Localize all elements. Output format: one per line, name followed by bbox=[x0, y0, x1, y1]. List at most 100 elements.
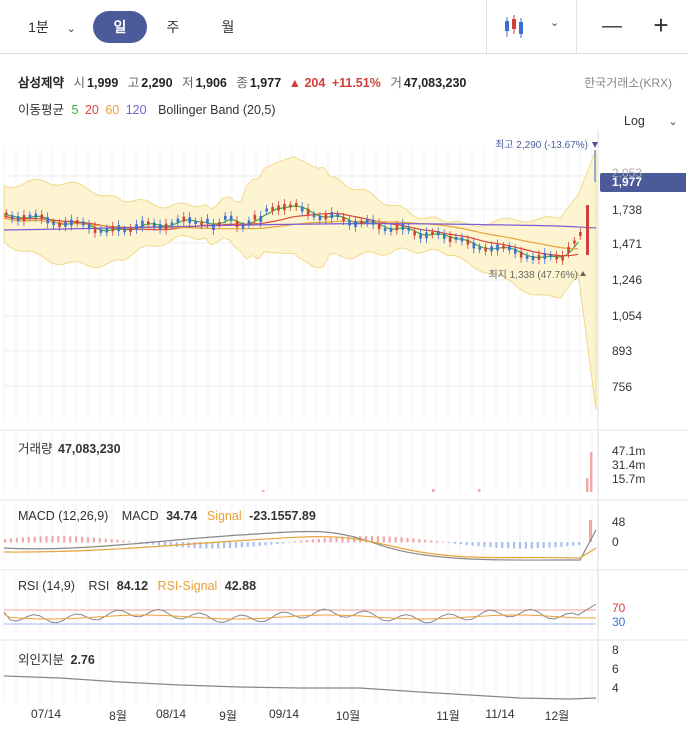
candle-body bbox=[235, 221, 239, 228]
candle-body bbox=[271, 207, 274, 211]
macd-bar bbox=[578, 542, 581, 545]
candle-body bbox=[34, 213, 38, 218]
macd-bar bbox=[394, 536, 397, 543]
candle-body bbox=[152, 222, 156, 227]
candle-body bbox=[448, 236, 452, 243]
candle-body bbox=[573, 240, 576, 244]
macd-bar bbox=[193, 542, 196, 549]
macd-bar bbox=[211, 542, 214, 549]
volume-tick: 47.1m bbox=[612, 444, 646, 458]
period-minute-dropdown[interactable]: 1분 ⌄ bbox=[20, 11, 84, 43]
macd-bar bbox=[418, 538, 421, 543]
macd-bar bbox=[187, 542, 190, 548]
macd-bar bbox=[27, 537, 30, 543]
stock-info-row: 삼성제약 시 1,999 고 2,290 저 1,906 종 1,977 ▲ 204 +… bbox=[18, 72, 466, 91]
y-tick-label: 2,053 bbox=[612, 166, 643, 180]
candle-body bbox=[342, 216, 345, 221]
candle-body bbox=[194, 220, 197, 224]
candle-body bbox=[425, 232, 428, 239]
candle-body bbox=[212, 223, 215, 230]
macd-panel-label: MACD (12,26,9) MACD 34.74 Signal -23.155… bbox=[18, 509, 316, 523]
zoom-out-button[interactable]: — bbox=[602, 15, 622, 37]
candle-body bbox=[407, 227, 411, 231]
macd-bar bbox=[495, 542, 498, 548]
candle-body bbox=[28, 214, 32, 218]
candle-body bbox=[377, 223, 381, 230]
candle-body bbox=[229, 215, 233, 221]
macd-bar bbox=[33, 536, 36, 543]
foreign-tick: 8 bbox=[612, 643, 619, 657]
y-tick-label: 1,471 bbox=[612, 237, 643, 251]
macd-bar bbox=[199, 542, 202, 549]
ma120-line bbox=[3, 222, 597, 231]
candle-body bbox=[354, 221, 357, 228]
macd-bar bbox=[483, 542, 486, 547]
close-label: 종 bbox=[236, 76, 248, 90]
period-week-tab[interactable]: 주 bbox=[166, 19, 180, 35]
macd-bar bbox=[288, 542, 291, 543]
candle-body bbox=[454, 236, 458, 240]
candle-body bbox=[324, 214, 328, 220]
macd-bar bbox=[305, 540, 309, 543]
y-tick-label: 893 bbox=[612, 344, 633, 358]
macd-bar bbox=[376, 536, 380, 543]
volume-panel-label: 거래량 47,083,230 bbox=[18, 438, 121, 457]
rsi-title: RSI (14,9) bbox=[18, 579, 75, 593]
candle-body bbox=[129, 227, 132, 232]
y-tick-label: 1,054 bbox=[612, 309, 643, 323]
current-price-value: 1,977 bbox=[612, 175, 643, 189]
candle-body bbox=[360, 220, 363, 224]
macd-bar bbox=[228, 542, 232, 549]
chart-type-dropdown[interactable]: ⌄ bbox=[500, 12, 570, 42]
macd-bar bbox=[128, 541, 131, 543]
candle-body bbox=[265, 208, 269, 212]
candle-body bbox=[295, 203, 298, 207]
low-value: 1,906 bbox=[195, 76, 227, 90]
macd-bar bbox=[86, 537, 90, 543]
log-scale-dropdown[interactable]: Log ⌄ bbox=[624, 114, 678, 128]
volume-tick: 15.7m bbox=[612, 472, 646, 486]
candle-body bbox=[478, 246, 482, 250]
x-tick-label: 8월 bbox=[109, 709, 127, 723]
close-value: 1,977 bbox=[249, 76, 282, 90]
candle-body bbox=[223, 215, 227, 220]
period-minute-label: 1분 bbox=[28, 19, 49, 35]
candle-body bbox=[513, 248, 517, 254]
x-tick-label: 09/14 bbox=[268, 707, 300, 721]
period-month-tab[interactable]: 월 bbox=[221, 19, 235, 35]
macd-bar bbox=[566, 542, 569, 547]
rsi-signal-label: RSI-Signal bbox=[157, 579, 218, 593]
macd-bar bbox=[151, 542, 155, 545]
rsi-tick: 70 bbox=[612, 601, 626, 615]
x-tick-label: 11/14 bbox=[485, 707, 515, 721]
period-day-tab[interactable]: 일 bbox=[93, 11, 147, 43]
low-label: 저 bbox=[182, 76, 194, 90]
period-toolbar: 1분 ⌄ 일 주 월 ⌄ — + bbox=[0, 0, 688, 54]
volume-tick: 31.4m bbox=[612, 458, 646, 472]
candle-body bbox=[70, 219, 73, 226]
divider bbox=[576, 0, 577, 53]
macd-line bbox=[3, 529, 597, 561]
macd-bar bbox=[270, 542, 273, 545]
macd-bar bbox=[252, 542, 255, 547]
zoom-in-button[interactable]: + bbox=[653, 10, 669, 40]
macd-bar bbox=[335, 537, 338, 543]
volume-bar bbox=[432, 489, 435, 492]
macd-bar bbox=[370, 536, 374, 543]
macd-bar bbox=[459, 542, 462, 545]
macd-bar bbox=[329, 537, 332, 543]
rsi-signal-line bbox=[3, 613, 596, 620]
volume-title: 거래량 bbox=[18, 442, 53, 456]
candle-body bbox=[389, 227, 393, 232]
candle-body bbox=[466, 239, 470, 245]
macd-bar bbox=[512, 542, 516, 549]
price-markers: 최고 2,290 (-13.67%) 최지 1,338 (47.76%) bbox=[488, 139, 588, 281]
macd-signal-line bbox=[3, 536, 597, 559]
macd-bar bbox=[294, 541, 297, 543]
candle-body bbox=[123, 229, 126, 233]
macd-bar bbox=[518, 542, 522, 549]
macd-title: MACD (12,26,9) bbox=[18, 509, 109, 523]
candle-body bbox=[586, 205, 589, 255]
macd-bar bbox=[116, 539, 119, 543]
chevron-down-icon: ⌄ bbox=[66, 23, 76, 35]
